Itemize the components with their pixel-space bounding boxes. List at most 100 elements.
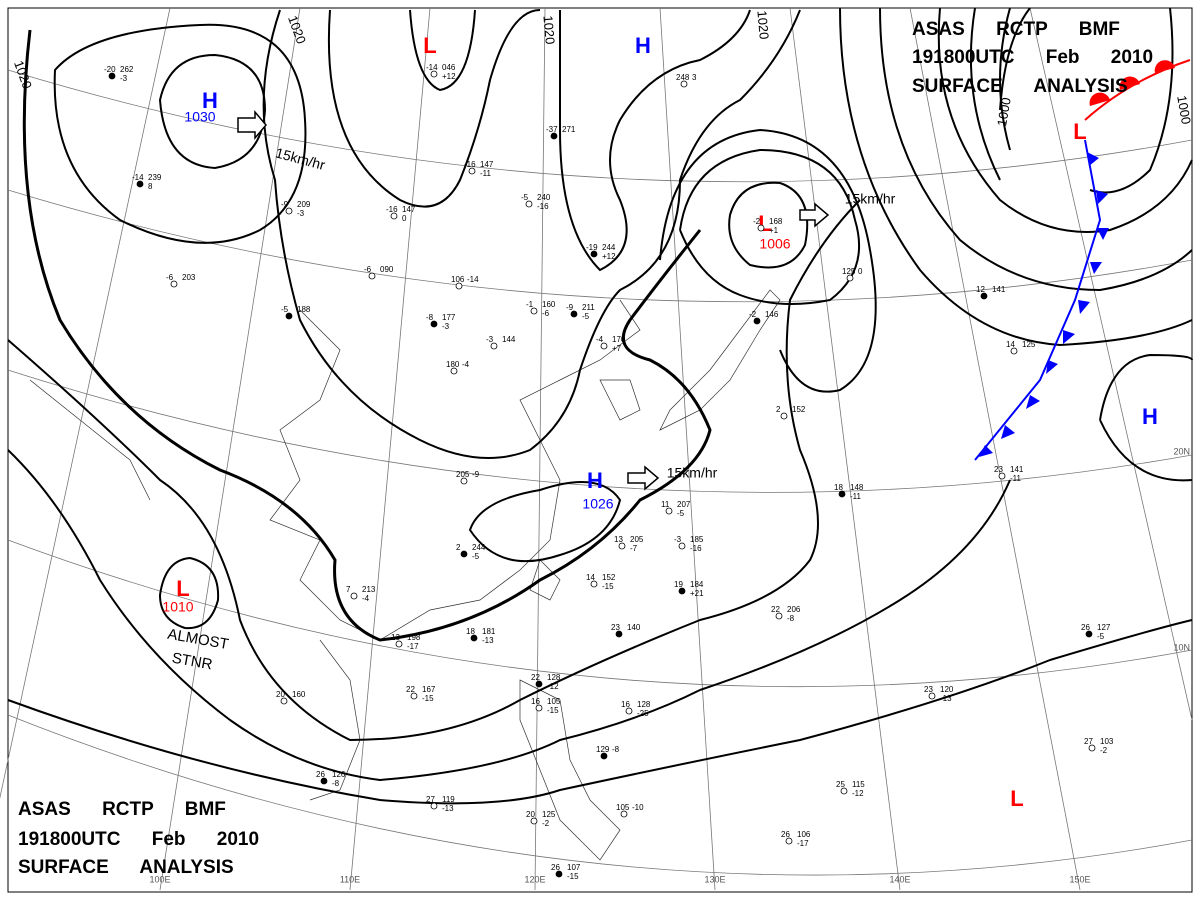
station-value: 19: [674, 580, 683, 589]
station-value: -15: [422, 694, 434, 703]
station-value: 147: [402, 205, 416, 214]
station-value: -5: [1097, 632, 1105, 641]
station-value: 14: [586, 573, 595, 582]
station-value: 140: [627, 623, 641, 632]
station-value: 160: [542, 300, 556, 309]
station-value: 27: [1084, 737, 1093, 746]
station-marker: [108, 72, 116, 80]
station-value: -11: [1010, 474, 1022, 483]
station-marker: [678, 587, 686, 595]
station-marker: [590, 250, 598, 258]
station-value: 22: [771, 605, 780, 614]
cold-front: [974, 139, 1102, 461]
station-value: 7: [346, 585, 351, 594]
station-value: 168: [769, 217, 783, 226]
station-marker: [468, 167, 476, 175]
station-marker: [625, 707, 633, 715]
station-value: -16: [690, 544, 702, 553]
station-marker: [460, 550, 468, 558]
station-value: 115: [852, 780, 865, 789]
center-symbol: L: [423, 33, 436, 58]
longitude-label: 130E: [704, 874, 725, 884]
station-marker: [285, 312, 293, 320]
station-value: 3: [692, 73, 697, 82]
isobar-label: 1000: [1174, 94, 1194, 125]
station-value: -4: [462, 360, 470, 369]
latitude-label: 10N: [1173, 642, 1190, 652]
station-value: -8: [612, 745, 620, 754]
station-marker: [430, 802, 438, 810]
station-value: 180: [446, 360, 460, 369]
station-value: -11: [480, 169, 492, 178]
station-value: -6: [364, 265, 372, 274]
station-value: 046: [442, 63, 456, 72]
isobars: [7, 7, 1193, 805]
station-marker: [320, 777, 328, 785]
warm-front-symbols: [1089, 60, 1175, 106]
station-value: -6: [166, 273, 174, 282]
latitude-label: 20N: [1173, 446, 1190, 456]
station-value: 14: [1006, 340, 1015, 349]
station-marker: [590, 580, 598, 588]
station-value: 18: [466, 627, 475, 636]
station-value: -3: [120, 74, 128, 83]
station-marker: [998, 472, 1006, 480]
station-value: -15: [602, 582, 614, 591]
station-value: 141: [1010, 465, 1024, 474]
station-value: -2: [753, 217, 761, 226]
station-value: -16: [386, 205, 398, 214]
annotation: STNR: [171, 650, 214, 674]
station-value: -9: [472, 470, 480, 479]
station-value: 206: [787, 605, 801, 614]
station-value: 244: [602, 243, 616, 252]
station-value: 23: [611, 623, 620, 632]
station-marker: [390, 212, 398, 220]
station-value: -25: [637, 709, 649, 718]
center-symbol: H: [1142, 404, 1158, 429]
station-value: -16: [464, 160, 476, 169]
station-value: 248: [676, 73, 690, 82]
station-value: 8: [148, 182, 153, 191]
station-marker: [1088, 744, 1096, 752]
station-marker: [490, 342, 498, 350]
station-value: 18: [834, 483, 843, 492]
station-value: -8: [787, 614, 795, 623]
station-value: 152: [602, 573, 616, 582]
station-value: +21: [690, 589, 704, 598]
station-value: -8: [332, 779, 340, 788]
map-frame: [7, 7, 1193, 893]
station-value: 26: [1081, 623, 1090, 632]
station-marker: [785, 837, 793, 845]
graticule: [0, 7, 1193, 891]
station-value: -13: [442, 804, 454, 813]
station-marker: [775, 612, 783, 620]
station-value: 141: [992, 285, 1006, 294]
station-value: 105: [547, 697, 561, 706]
station-value: -3: [297, 209, 305, 218]
station-value: -2: [542, 819, 550, 828]
station-value: 177: [442, 313, 456, 322]
header-line: 191800UTC Feb 2010: [18, 829, 259, 850]
header-line: ASAS RCTP BMF: [912, 19, 1120, 40]
station-value: 207: [677, 500, 691, 509]
station-value: 127: [1097, 623, 1111, 632]
station-marker: [1085, 630, 1093, 638]
station-value: +7: [612, 344, 622, 353]
station-value: -9: [566, 303, 574, 312]
center-symbol: H: [587, 468, 603, 493]
station-marker: [535, 680, 543, 688]
station-value: 22: [406, 685, 415, 694]
station-marker: [980, 292, 988, 300]
station-marker: [928, 692, 936, 700]
station-marker: [430, 70, 438, 78]
station-value: 12: [976, 285, 985, 294]
station-value: -37: [546, 125, 558, 134]
station-value: -15: [567, 872, 579, 881]
station-marker: [840, 787, 848, 795]
station-marker: [280, 697, 288, 705]
station-marker: [170, 280, 178, 288]
fronts: [974, 59, 1191, 461]
station-marker: [600, 342, 608, 350]
motion-label: 15km/hr: [845, 191, 896, 207]
center-pressure: 1006: [759, 236, 790, 252]
